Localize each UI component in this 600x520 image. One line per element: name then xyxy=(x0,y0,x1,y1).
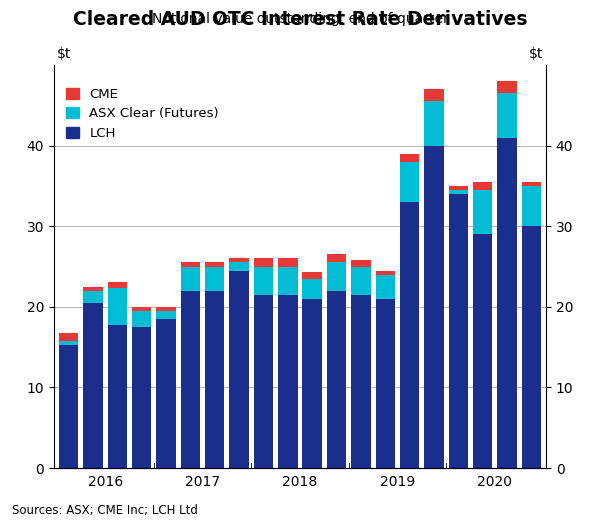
Bar xyxy=(181,263,200,266)
Bar xyxy=(59,345,79,468)
Bar xyxy=(83,291,103,303)
Bar xyxy=(521,182,541,186)
Bar xyxy=(376,275,395,298)
Text: $t: $t xyxy=(529,47,544,61)
Bar xyxy=(400,153,419,162)
Bar xyxy=(497,81,517,93)
Bar xyxy=(521,186,541,226)
Bar xyxy=(59,341,79,345)
Bar xyxy=(327,263,346,291)
Bar xyxy=(449,186,468,190)
Bar xyxy=(400,162,419,202)
Bar xyxy=(205,263,224,266)
Bar xyxy=(497,137,517,468)
Bar xyxy=(254,266,273,295)
Title: Notional value outstanding, end of quarter: Notional value outstanding, end of quart… xyxy=(152,12,448,27)
Bar xyxy=(107,288,127,324)
Bar xyxy=(278,295,298,468)
Bar xyxy=(132,307,151,311)
Bar xyxy=(351,260,371,266)
Bar xyxy=(181,266,200,291)
Bar xyxy=(254,258,273,266)
Bar xyxy=(376,298,395,468)
Bar xyxy=(156,311,176,319)
Bar xyxy=(107,282,127,288)
Bar xyxy=(376,270,395,275)
Bar xyxy=(278,266,298,295)
Bar xyxy=(59,333,79,341)
Bar xyxy=(302,272,322,279)
Bar xyxy=(205,291,224,468)
Bar xyxy=(473,182,493,190)
Bar xyxy=(521,226,541,468)
Bar xyxy=(302,298,322,468)
Bar xyxy=(327,254,346,263)
Bar xyxy=(156,319,176,468)
Bar xyxy=(278,258,298,266)
Bar xyxy=(132,327,151,468)
Text: Cleared AUD OTC Interest Rate Derivatives: Cleared AUD OTC Interest Rate Derivative… xyxy=(73,10,527,30)
Bar xyxy=(473,190,493,234)
Bar xyxy=(254,295,273,468)
Bar xyxy=(132,311,151,327)
Bar xyxy=(351,295,371,468)
Bar xyxy=(107,324,127,468)
Bar xyxy=(327,291,346,468)
Bar xyxy=(400,202,419,468)
Bar xyxy=(424,89,444,101)
Bar xyxy=(473,234,493,468)
Legend: CME, ASX Clear (Futures), LCH: CME, ASX Clear (Futures), LCH xyxy=(65,88,219,140)
Bar xyxy=(424,101,444,146)
Bar xyxy=(229,263,249,270)
Text: Sources: ASX; CME Inc; LCH Ltd: Sources: ASX; CME Inc; LCH Ltd xyxy=(12,504,198,517)
Bar xyxy=(302,279,322,298)
Bar xyxy=(351,266,371,295)
Text: $t: $t xyxy=(56,47,71,61)
Bar xyxy=(83,303,103,468)
Bar xyxy=(156,307,176,311)
Bar xyxy=(497,93,517,137)
Bar xyxy=(205,266,224,291)
Bar xyxy=(449,194,468,468)
Bar xyxy=(449,190,468,194)
Bar xyxy=(181,291,200,468)
Bar xyxy=(83,287,103,291)
Bar xyxy=(424,146,444,468)
Bar xyxy=(229,258,249,263)
Bar xyxy=(229,270,249,468)
